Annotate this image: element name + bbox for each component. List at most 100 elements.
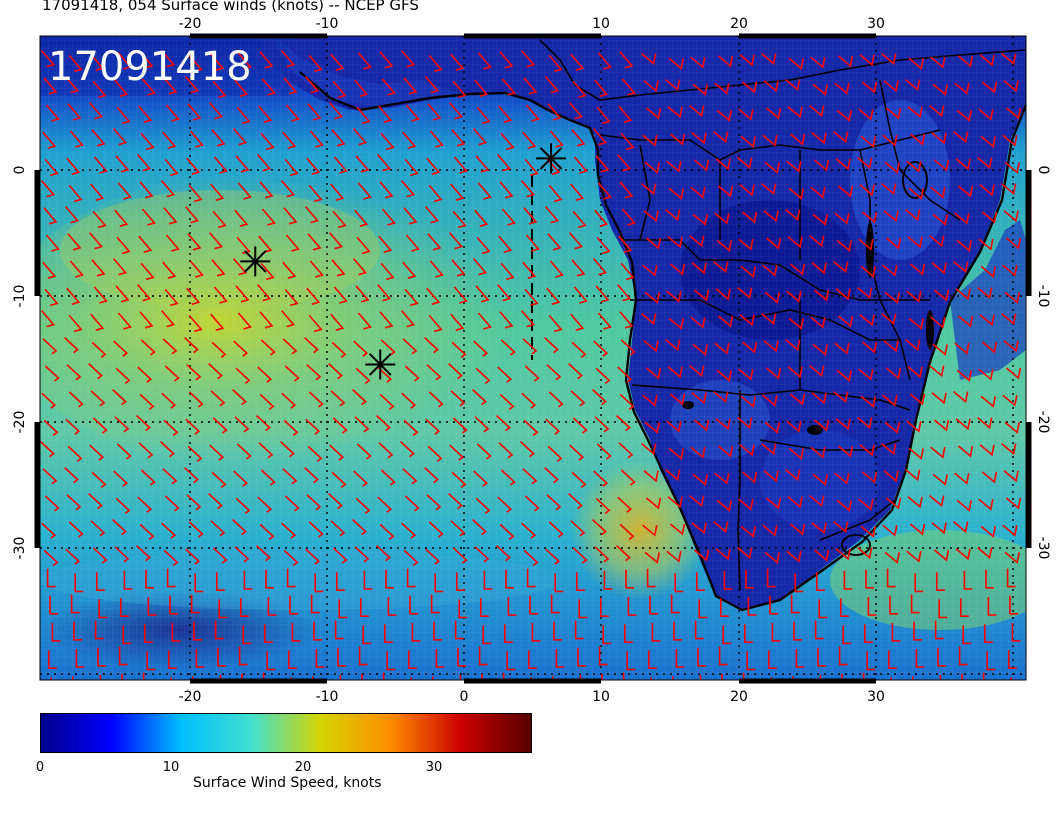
wind-barb (285, 234, 300, 252)
wind-barb (619, 393, 635, 411)
wind-barb (641, 442, 657, 456)
wind-barb (644, 291, 660, 304)
wind-barb (980, 395, 996, 408)
wind-barb (762, 394, 778, 407)
wind-barb (450, 53, 465, 71)
wind-barb (957, 55, 974, 68)
wind-barb (669, 523, 686, 536)
wind-barb (933, 159, 950, 172)
wind-barb (265, 569, 274, 589)
wind-barb (981, 211, 998, 224)
wind-barb (424, 467, 439, 484)
wind-barb (164, 288, 179, 307)
wind-barb (233, 470, 249, 487)
wind-barb (522, 261, 537, 279)
wind-barb (314, 573, 324, 593)
wind-barb (448, 102, 464, 120)
wind-barb (210, 520, 226, 537)
wind-barb (267, 597, 277, 616)
wind-barb (138, 442, 154, 459)
wind-barb (569, 444, 585, 461)
wind-barb (452, 210, 467, 229)
wind-barb (932, 83, 948, 96)
wind-barb (547, 445, 563, 463)
wind-barb (766, 568, 776, 588)
wind-barb (472, 258, 488, 276)
wind-barb (809, 494, 825, 508)
wind-barb (811, 392, 827, 405)
wind-barb (555, 649, 565, 668)
wind-barb (713, 390, 729, 404)
wind-barb (356, 236, 371, 255)
wind-barb (954, 82, 970, 95)
wind-barb (304, 337, 319, 354)
wind-barb (212, 547, 228, 564)
wind-barb (520, 441, 535, 458)
wind-barb (140, 469, 156, 486)
wind-barb (113, 470, 129, 487)
wind-barb (717, 445, 734, 458)
wind-barb (162, 131, 177, 149)
wind-barb (473, 340, 489, 357)
wind-barb (836, 499, 852, 512)
wind-barb (883, 340, 899, 353)
wind-barb (476, 443, 492, 460)
wind-barb (117, 182, 132, 200)
wind-barb (763, 340, 779, 353)
wind-barb (738, 498, 754, 511)
wind-barb (500, 132, 515, 151)
wind-barb (861, 81, 878, 94)
wind-barb (931, 132, 947, 145)
wind-barb (352, 389, 367, 406)
wind-barb (767, 650, 777, 670)
wind-barb (692, 213, 708, 226)
wind-barb (740, 135, 756, 148)
wind-barb (594, 209, 609, 227)
wind-barb (858, 498, 874, 511)
wind-barb (693, 419, 710, 432)
wind-barb (906, 420, 922, 433)
wind-barb (328, 363, 343, 380)
wind-barb (763, 470, 779, 483)
wind-barb (337, 647, 346, 667)
wind-barb (987, 597, 997, 616)
wind-barb (377, 366, 393, 383)
wind-barb (185, 548, 201, 565)
wind-barb (592, 519, 607, 536)
wind-barb (162, 468, 178, 485)
wind-barb (66, 364, 82, 381)
wind-barb (882, 394, 898, 407)
wind-barb (714, 472, 730, 485)
wind-barb (115, 367, 131, 385)
wind-barb (771, 623, 781, 642)
wind-barb (281, 392, 297, 409)
wind-barb (68, 54, 83, 73)
wind-barb (232, 128, 248, 146)
wind-barb (402, 468, 418, 485)
timestamp-stamp: 17091418 (48, 44, 252, 90)
lat-label: 0 (1035, 166, 1051, 175)
wind-barb (738, 368, 754, 381)
wind-barb (286, 568, 296, 588)
wind-barb (981, 81, 998, 94)
wind-barb (354, 209, 369, 227)
wind-barb (261, 78, 276, 96)
wind-barb (572, 417, 588, 434)
wind-barb (837, 445, 854, 458)
wind-barb (237, 52, 252, 70)
wind-barb (668, 187, 684, 200)
wind-barb (522, 338, 538, 355)
wind-barb (905, 78, 921, 92)
wind-barb (64, 467, 79, 484)
wind-barb (817, 647, 826, 667)
wind-barb (94, 620, 104, 640)
wind-barb (881, 52, 897, 66)
wind-barb (89, 444, 105, 461)
wind-barb (715, 288, 731, 301)
asterisk-marker (240, 246, 271, 277)
wind-barb (674, 573, 684, 593)
wind-barb (308, 521, 324, 538)
wind-barb (814, 620, 824, 640)
wind-barb (235, 367, 251, 385)
wind-barb (41, 392, 57, 409)
